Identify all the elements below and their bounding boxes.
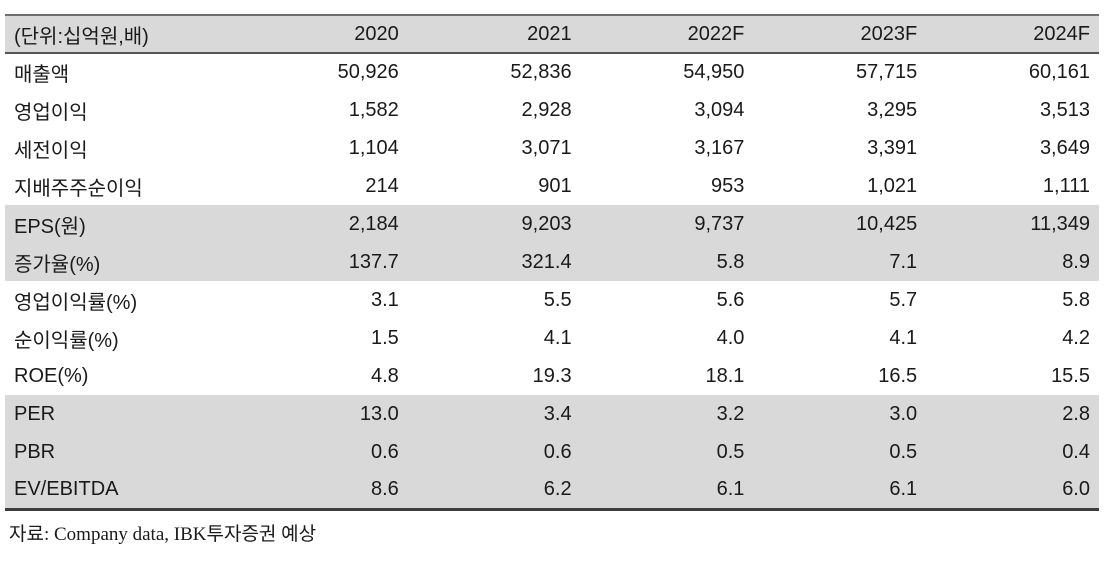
value-cell: 3,167 bbox=[694, 136, 745, 159]
table-row: ROE(%) 4.8 19.3 18.1 16.5 15.5 bbox=[5, 357, 1099, 395]
value-cell: 6.2 bbox=[407, 471, 581, 509]
value-cell: 3,391 bbox=[867, 136, 918, 159]
row-label: 지배주주순이익 bbox=[14, 177, 143, 200]
table-body: 매출액 50,926 52,836 54,950 57,715 60,161 영업이익 1,5… bbox=[5, 53, 1099, 509]
value-cell: 9,737 bbox=[580, 205, 754, 243]
table-header: (단위:십억원,배) 2020 2021 2022F 2023F 2024F bbox=[5, 15, 1099, 54]
value-cell: 8.9 bbox=[926, 243, 1099, 281]
value-cell: 1,021 bbox=[867, 174, 918, 197]
row-label: 증가율(%) bbox=[5, 243, 235, 281]
value-cell: 6.0 bbox=[926, 471, 1099, 509]
financial-summary-table: (단위:십억원,배) 2020 2021 2022F 2023F 2024F 매출액 50… bbox=[5, 14, 1099, 511]
value-cell: 1,111 bbox=[1042, 174, 1090, 197]
value-cell: 57,715 bbox=[856, 61, 918, 83]
value-cell: 4.1 bbox=[543, 326, 572, 349]
value-cell: 0.5 bbox=[580, 433, 754, 471]
table-row: 세전이익 1,104 3,071 3,167 3,391 3,649 bbox=[5, 129, 1099, 167]
value-cell: 901 bbox=[538, 174, 572, 197]
value-cell: 2.8 bbox=[926, 395, 1099, 433]
value-cell: 5.6 bbox=[716, 288, 745, 311]
value-cell: 3,513 bbox=[1039, 98, 1090, 121]
value-cell: 1.5 bbox=[370, 326, 399, 349]
value-cell: 137.7 bbox=[235, 243, 408, 281]
table-row: EPS(원) 2,184 9,203 9,737 10,425 11,349 bbox=[5, 205, 1099, 243]
value-cell: 1,104 bbox=[348, 136, 399, 159]
row-label: 매출액 bbox=[14, 64, 70, 86]
value-cell: 0.6 bbox=[407, 433, 581, 471]
row-label: EPS(원) bbox=[5, 205, 235, 243]
value-cell: 15.5 bbox=[1051, 364, 1090, 387]
value-cell: 953 bbox=[711, 174, 745, 197]
value-cell: 7.1 bbox=[753, 243, 927, 281]
value-cell: 0.6 bbox=[235, 433, 408, 471]
table-row: 지배주주순이익 214 901 953 1,021 1,111 bbox=[5, 167, 1099, 205]
value-cell: 54,950 bbox=[683, 61, 745, 83]
year-column-header: 2022F bbox=[580, 15, 754, 54]
value-cell: 3.4 bbox=[407, 395, 581, 433]
value-cell: 0.4 bbox=[926, 433, 1099, 471]
row-label: 세전이익 bbox=[14, 139, 88, 162]
row-label: PER bbox=[5, 395, 235, 433]
value-cell: 3.1 bbox=[370, 288, 399, 311]
value-cell: 4.0 bbox=[716, 326, 745, 349]
row-label: EV/EBITDA bbox=[5, 471, 235, 509]
value-cell: 18.1 bbox=[705, 364, 745, 387]
table-row: 매출액 50,926 52,836 54,950 57,715 60,161 bbox=[5, 53, 1099, 91]
row-label: ROE(%) bbox=[14, 364, 89, 387]
value-cell: 1,582 bbox=[348, 98, 399, 121]
value-cell: 4.8 bbox=[370, 364, 399, 387]
value-cell: 4.2 bbox=[1062, 326, 1090, 349]
value-cell: 3,094 bbox=[694, 98, 745, 121]
value-cell: 6.1 bbox=[753, 471, 927, 509]
value-cell: 0.5 bbox=[753, 433, 927, 471]
value-cell: 3.0 bbox=[753, 395, 927, 433]
table-row: PBR 0.6 0.6 0.5 0.5 0.4 bbox=[5, 433, 1099, 471]
value-cell: 13.0 bbox=[235, 395, 408, 433]
source-note: 자료: Company data, IBK투자증권 예상 bbox=[9, 523, 317, 545]
row-label: 영업이익 bbox=[14, 101, 88, 124]
value-cell: 321.4 bbox=[407, 243, 581, 281]
value-cell: 5.8 bbox=[580, 243, 754, 281]
value-cell: 3,649 bbox=[1039, 136, 1090, 159]
value-cell: 50,926 bbox=[337, 61, 399, 83]
value-cell: 10,425 bbox=[753, 205, 927, 243]
value-cell: 11,349 bbox=[926, 205, 1099, 243]
year-column-header: 2021 bbox=[407, 15, 581, 54]
year-column-header: 2020 bbox=[235, 15, 408, 54]
value-cell: 3.2 bbox=[580, 395, 754, 433]
value-cell: 19.3 bbox=[532, 364, 572, 387]
value-cell: 52,836 bbox=[510, 61, 572, 83]
value-cell: 3,071 bbox=[521, 136, 572, 159]
value-cell: 8.6 bbox=[235, 471, 408, 509]
table-row: 영업이익 1,582 2,928 3,094 3,295 3,513 bbox=[5, 91, 1099, 129]
value-cell: 5.8 bbox=[1062, 288, 1090, 311]
value-cell: 214 bbox=[365, 174, 399, 197]
value-cell: 5.5 bbox=[543, 288, 572, 311]
value-cell: 5.7 bbox=[889, 288, 918, 311]
value-cell: 60,161 bbox=[1028, 61, 1090, 83]
table-row: 순이익률(%) 1.5 4.1 4.0 4.1 4.2 bbox=[5, 319, 1099, 357]
year-column-header: 2023F bbox=[753, 15, 927, 54]
header-row: (단위:십억원,배) 2020 2021 2022F 2023F 2024F bbox=[5, 15, 1099, 54]
value-cell: 16.5 bbox=[878, 364, 918, 387]
value-cell: 2,184 bbox=[235, 205, 408, 243]
row-label: 순이익률(%) bbox=[14, 329, 119, 352]
value-cell: 4.1 bbox=[889, 326, 918, 349]
unit-header-cell: (단위:십억원,배) bbox=[5, 15, 235, 54]
table-row: 영업이익률(%) 3.1 5.5 5.6 5.7 5.8 bbox=[5, 281, 1099, 319]
value-cell: 3,295 bbox=[867, 98, 918, 121]
row-label: 영업이익률(%) bbox=[14, 291, 138, 314]
value-cell: 2,928 bbox=[521, 98, 572, 121]
table-row: PER 13.0 3.4 3.2 3.0 2.8 bbox=[5, 395, 1099, 433]
value-cell: 6.1 bbox=[580, 471, 754, 509]
year-column-header: 2024F bbox=[926, 15, 1099, 54]
table-row: EV/EBITDA 8.6 6.2 6.1 6.1 6.0 bbox=[5, 471, 1099, 509]
value-cell: 9,203 bbox=[407, 205, 581, 243]
table-row: 증가율(%) 137.7 321.4 5.8 7.1 8.9 bbox=[5, 243, 1099, 281]
row-label: PBR bbox=[5, 433, 235, 471]
